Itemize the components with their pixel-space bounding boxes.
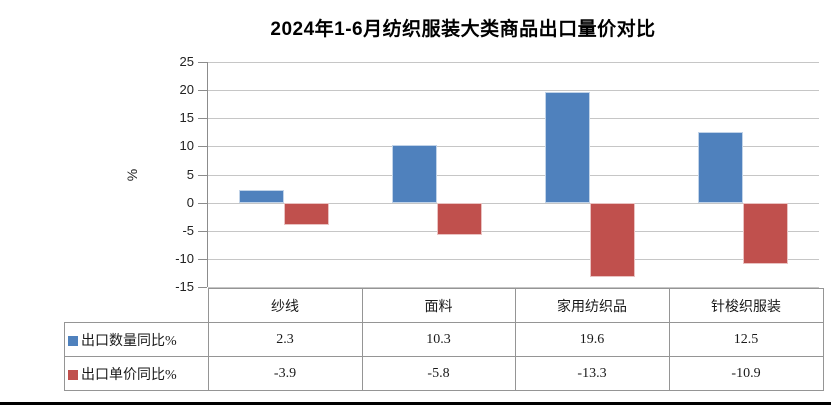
- table-value-cell: -3.9: [207, 356, 363, 391]
- legend-swatch-quantity: [68, 335, 78, 346]
- y-axis-tick-label: 15: [179, 110, 194, 126]
- y-axis-tick-mark: [198, 118, 207, 120]
- y-axis-tick-label: 0: [186, 194, 194, 210]
- y-axis-tick-label: 25: [179, 54, 194, 69]
- gridline: [208, 202, 819, 204]
- gridline: [208, 146, 819, 148]
- table-value-cell: 12.5: [668, 322, 824, 357]
- y-axis-tick-label: 5: [186, 166, 194, 182]
- bar-price-0: [284, 202, 330, 225]
- legend-swatch-price: [68, 369, 78, 380]
- y-axis-tick-mark: [198, 90, 207, 92]
- table-category-header: 针梭织服装: [668, 288, 824, 323]
- y-axis-tick-label: -5: [182, 222, 194, 238]
- bar-quantity-0: [239, 189, 285, 203]
- bar-price-2: [589, 202, 635, 278]
- y-axis-tick-mark: [198, 230, 207, 232]
- table-corner-cell: [65, 289, 209, 323]
- chart-title: 2024年1-6月纺织服装大类商品出口量价对比: [270, 19, 656, 40]
- bottom-divider-line: [0, 402, 831, 405]
- bar-price-3: [742, 202, 788, 264]
- table-value-cell: -10.9: [668, 356, 824, 391]
- plot-area: [207, 62, 819, 288]
- bar-price-1: [437, 202, 483, 236]
- table-value-cell: -13.3: [514, 356, 670, 391]
- y-axis-tick-mark: [198, 62, 207, 63]
- gridline: [208, 258, 819, 260]
- table-value-cell: -5.8: [361, 356, 516, 391]
- y-axis-tick-label: -15: [175, 279, 194, 294]
- gridline: [208, 90, 819, 92]
- y-axis-tick-label: 10: [179, 138, 194, 154]
- gridline: [208, 230, 819, 232]
- gridline: [208, 118, 819, 120]
- bar-quantity-1: [392, 144, 438, 203]
- gridline: [208, 287, 819, 288]
- gridline: [208, 174, 819, 176]
- y-axis-tick-label: -10: [175, 250, 194, 266]
- y-axis-tick-mark: [198, 287, 207, 288]
- y-axis-tick-mark: [198, 146, 207, 148]
- y-axis-title: %: [124, 168, 140, 182]
- y-axis-tick-mark: [198, 174, 207, 176]
- gridline: [208, 62, 819, 63]
- y-axis-tick-mark: [198, 258, 207, 260]
- y-axis-tick-mark: [198, 202, 207, 204]
- y-axis-tick-label: 20: [179, 82, 194, 98]
- data-table: 纱线 面料 家用纺织品 针梭织服装出口数量同比% 2.3 10.3 19.6 12.5 出口单价…: [64, 288, 824, 391]
- table-category-header: 面料: [361, 288, 516, 323]
- table-category-header: 家用纺织品: [514, 288, 670, 323]
- legend-label: 出口数量同比%: [64, 322, 209, 357]
- bar-quantity-3: [697, 132, 743, 203]
- bar-quantity-2: [544, 92, 590, 203]
- table-value-cell: 2.3: [207, 322, 363, 357]
- legend-label: 出口单价同比%: [64, 356, 209, 391]
- table-value-cell: 10.3: [361, 322, 516, 357]
- table-value-cell: 19.6: [514, 322, 670, 357]
- table-category-header: 纱线: [207, 288, 363, 323]
